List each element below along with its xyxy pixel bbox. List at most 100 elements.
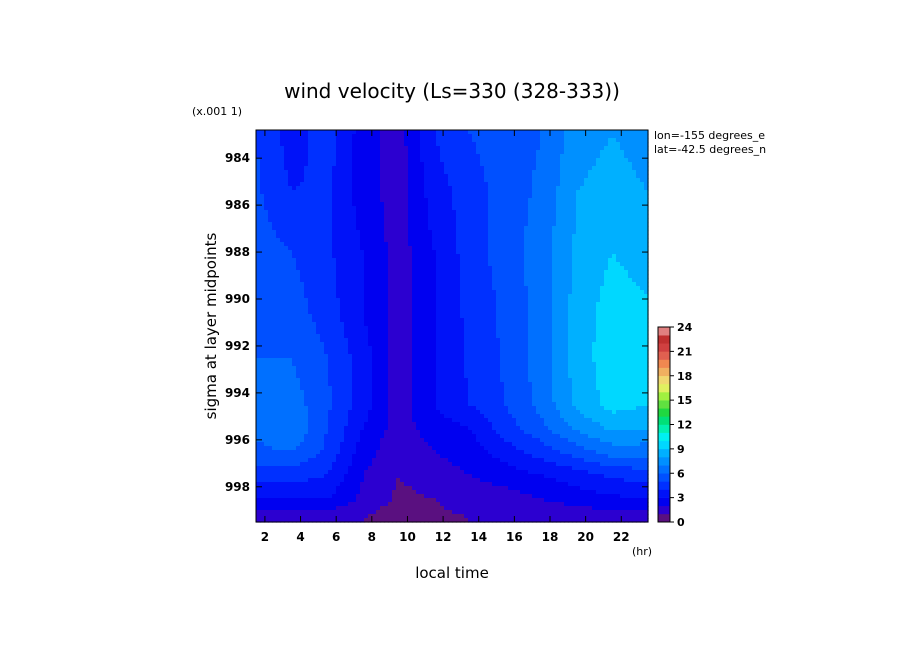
heatmap-cell xyxy=(564,242,569,247)
heatmap-cell xyxy=(272,290,277,295)
heatmap-cell xyxy=(548,146,553,151)
heatmap-cell xyxy=(376,274,381,279)
heatmap-cell xyxy=(320,206,325,211)
heatmap-cell xyxy=(256,242,261,247)
heatmap-cell xyxy=(440,226,445,231)
heatmap-cell xyxy=(404,214,409,219)
heatmap-cell xyxy=(476,134,481,139)
heatmap-cell xyxy=(364,250,369,255)
heatmap-cell xyxy=(504,130,509,135)
heatmap-cell xyxy=(528,234,533,239)
heatmap-cell xyxy=(344,246,349,251)
heatmap-cell xyxy=(612,170,617,175)
heatmap-cell xyxy=(500,234,505,239)
heatmap-cell xyxy=(332,330,337,335)
heatmap-cell xyxy=(288,134,293,139)
heatmap-cell xyxy=(520,222,525,227)
heatmap-cell xyxy=(384,162,389,167)
heatmap-cell xyxy=(388,314,393,319)
heatmap-cell xyxy=(584,242,589,247)
heatmap-cell xyxy=(480,250,485,255)
heatmap-cell xyxy=(332,282,337,287)
heatmap-cell xyxy=(296,214,301,219)
heatmap-cell xyxy=(312,314,317,319)
heatmap-cell xyxy=(328,278,333,283)
heatmap-cell xyxy=(504,214,509,219)
heatmap-cell xyxy=(412,266,417,271)
heatmap-cell xyxy=(556,194,561,199)
heatmap-cell xyxy=(528,214,533,219)
heatmap-cell xyxy=(304,282,309,287)
heatmap-cell xyxy=(444,298,449,303)
heatmap-cell xyxy=(352,154,357,159)
heatmap-cell xyxy=(460,254,465,259)
heatmap-cell xyxy=(492,222,497,227)
heatmap-cell xyxy=(480,190,485,195)
heatmap-cell xyxy=(280,254,285,259)
heatmap-cell xyxy=(444,206,449,211)
heatmap-cell xyxy=(268,142,273,147)
heatmap-cell xyxy=(440,138,445,143)
heatmap-cell xyxy=(584,330,589,335)
heatmap-cell xyxy=(292,178,297,183)
heatmap-cell xyxy=(572,202,577,207)
heatmap-cell xyxy=(272,322,277,327)
heatmap-cell xyxy=(380,198,385,203)
heatmap-cell xyxy=(500,222,505,227)
heatmap-cell xyxy=(464,294,469,299)
heatmap-cell xyxy=(468,154,473,159)
heatmap-cell xyxy=(616,234,621,239)
heatmap-cell xyxy=(340,170,345,175)
heatmap-cell xyxy=(552,186,557,191)
heatmap-cell xyxy=(328,218,333,223)
heatmap-cell xyxy=(452,186,457,191)
heatmap-cell xyxy=(512,202,517,207)
heatmap-cell xyxy=(412,190,417,195)
heatmap-cell xyxy=(568,310,573,315)
heatmap-cell xyxy=(460,194,465,199)
heatmap-cell xyxy=(344,138,349,143)
heatmap-cell xyxy=(632,258,637,263)
heatmap-cell xyxy=(332,194,337,199)
heatmap-cell xyxy=(452,146,457,151)
heatmap-cell xyxy=(628,266,633,271)
heatmap-cell xyxy=(312,230,317,235)
heatmap-cell xyxy=(516,258,521,263)
heatmap-cell xyxy=(532,250,537,255)
heatmap-cell xyxy=(308,166,313,171)
heatmap-cell xyxy=(500,186,505,191)
heatmap-cell xyxy=(636,234,641,239)
heatmap-cell xyxy=(328,266,333,271)
heatmap-cell xyxy=(404,158,409,163)
heatmap-cell xyxy=(608,246,613,251)
heatmap-cell xyxy=(560,302,565,307)
heatmap-cell xyxy=(308,134,313,139)
heatmap-cell xyxy=(332,266,337,271)
heatmap-cell xyxy=(308,218,313,223)
heatmap-cell xyxy=(364,270,369,275)
heatmap-cell xyxy=(288,326,293,331)
heatmap-cell xyxy=(528,310,533,315)
heatmap-cell xyxy=(344,142,349,147)
heatmap-cell xyxy=(548,162,553,167)
heatmap-cell xyxy=(432,202,437,207)
heatmap-cell xyxy=(316,298,321,303)
heatmap-cell xyxy=(552,266,557,271)
heatmap-cell xyxy=(364,258,369,263)
heatmap-cell xyxy=(288,234,293,239)
heatmap-cell xyxy=(260,134,265,139)
heatmap-cell xyxy=(476,278,481,283)
heatmap-cell xyxy=(612,270,617,275)
heatmap-cell xyxy=(412,226,417,231)
heatmap-cell xyxy=(536,238,541,243)
heatmap-cell xyxy=(304,174,309,179)
heatmap-cell xyxy=(548,234,553,239)
heatmap-cell xyxy=(456,270,461,275)
heatmap-cell xyxy=(256,154,261,159)
heatmap-cell xyxy=(612,274,617,279)
heatmap-cell xyxy=(384,190,389,195)
heatmap-cell xyxy=(528,330,533,335)
heatmap-cell xyxy=(392,166,397,171)
heatmap-cell xyxy=(472,266,477,271)
heatmap-cell xyxy=(564,186,569,191)
